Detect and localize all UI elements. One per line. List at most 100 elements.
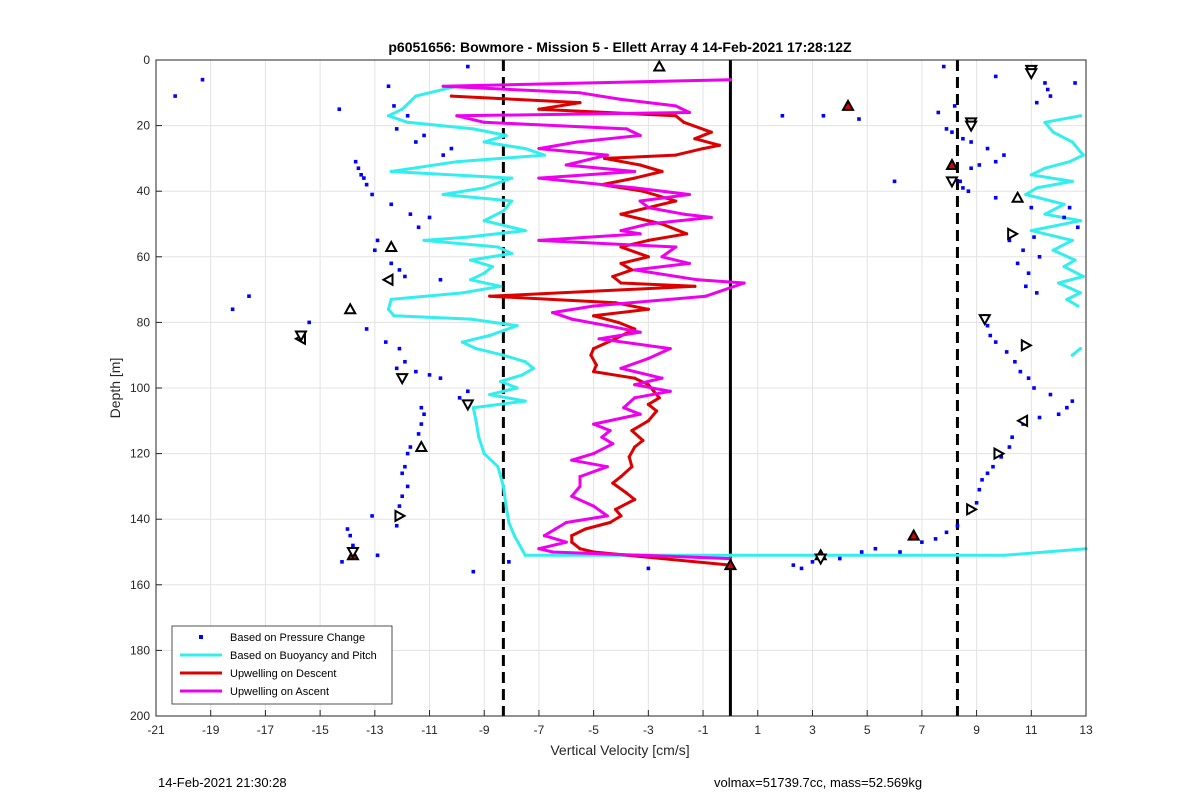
- x-tick-label: 3: [809, 723, 816, 737]
- buoyancy-line-point: [1076, 304, 1080, 308]
- buoyancy-line-point: [1070, 140, 1074, 144]
- buoyancy-line-point: [523, 146, 527, 151]
- descent-line-point: [641, 438, 645, 443]
- ascent-line-point: [668, 389, 672, 393]
- ascent-line-point: [704, 294, 708, 298]
- pressure-point: [375, 553, 380, 558]
- pressure-point: [1018, 369, 1023, 374]
- x-tick-labels: -21 -19 -17 -15 -13 -11 -9 -7 -5 -3 -1 1 3 5 7 9 11 13: [147, 723, 1093, 737]
- descent-line-point: [646, 307, 650, 311]
- ascent-line-point: [622, 406, 626, 410]
- buoyancy-line-point: [1035, 186, 1039, 190]
- buoyancy-line-point: [468, 278, 473, 282]
- pressure-point: [1037, 415, 1042, 420]
- x-tick-label: -5: [588, 723, 599, 737]
- ascent-line-point: [570, 317, 574, 321]
- buoyancy-line-point: [386, 114, 391, 118]
- pressure-points: [173, 64, 1080, 574]
- buoyancy-line-point: [474, 419, 478, 423]
- buoyancy-line-point: [389, 297, 393, 302]
- pressure-point: [353, 159, 358, 164]
- descent-line-point: [630, 429, 634, 433]
- descent-line-point: [682, 120, 686, 124]
- pressure-point: [466, 64, 470, 69]
- descent-line-point: [619, 281, 623, 285]
- buoyancy-line-point: [523, 360, 527, 364]
- pressure-point: [1048, 392, 1053, 397]
- pressure-point: [991, 464, 995, 469]
- pressure-point: [1070, 399, 1075, 403]
- ascent-line-point: [611, 442, 615, 446]
- ascent-line-point: [687, 192, 691, 197]
- buoyancy-line-point: [386, 307, 391, 311]
- buoyancy-line-point: [482, 271, 486, 275]
- buoyancy-line-point: [1070, 353, 1074, 357]
- pressure-point: [1021, 248, 1025, 253]
- pressure-point: [944, 530, 949, 535]
- buoyancy-line-point: [414, 94, 418, 98]
- ascent-line-point: [668, 347, 672, 351]
- ascent-line-point: [674, 245, 678, 249]
- pressure-point: [1048, 94, 1053, 98]
- ascent-line-point: [695, 278, 700, 282]
- legend: Based on Pressure Change Based on Buoyanc…: [171, 625, 393, 705]
- buoyancy-line-point: [471, 406, 475, 410]
- x-tick-label: -3: [643, 723, 654, 737]
- buoyancy-line-point: [728, 553, 733, 557]
- ascent-line-point: [570, 458, 574, 462]
- buoyancy-line-point: [389, 169, 393, 174]
- descent-line-point: [608, 520, 612, 525]
- x-tick-label: -21: [147, 723, 165, 737]
- triangle-marker-right: [394, 509, 407, 523]
- descent-line-point: [570, 534, 574, 538]
- descent-line-point: [613, 507, 618, 511]
- pressure-point: [400, 471, 404, 476]
- buoyancy-line-point: [501, 484, 505, 488]
- x-tick-label: 11: [1025, 723, 1038, 737]
- buoyancy-line-point: [1002, 553, 1006, 557]
- pressure-point: [993, 340, 998, 344]
- pressure-point: [955, 523, 960, 528]
- pressure-point: [403, 464, 407, 469]
- ascent-line-point: [619, 366, 623, 370]
- triangle-marker-down: [813, 553, 828, 566]
- pressure-point: [920, 540, 924, 544]
- ascent-line-point: [728, 78, 733, 82]
- x-axis-label: Vertical Velocity [cm/s]: [550, 742, 689, 758]
- pressure-point: [397, 504, 402, 508]
- pressure-point: [1034, 291, 1039, 295]
- pressure-point: [1034, 100, 1039, 105]
- pressure-point: [466, 389, 470, 394]
- pressure-point: [340, 560, 344, 564]
- triangle-marker-up: [343, 302, 357, 315]
- ascent-line-point: [742, 281, 746, 285]
- buoyancy-line-point: [523, 553, 527, 557]
- pressure-point: [977, 163, 982, 167]
- ascent-line-point: [608, 429, 612, 433]
- pressure-point: [438, 277, 443, 282]
- triangle-marker-down: [395, 373, 409, 386]
- pressure-point: [838, 556, 842, 561]
- ascent-line-point: [564, 540, 568, 544]
- pressure-point: [405, 451, 410, 456]
- ascent-line-point: [619, 228, 623, 233]
- x-tick-label: -11: [421, 723, 438, 737]
- pressure-point: [993, 159, 998, 164]
- buoyancy-line-point: [488, 333, 492, 338]
- triangle-marker-down: [964, 120, 978, 133]
- buoyancy-line-point: [504, 504, 508, 508]
- triangle-marker-right: [1020, 338, 1033, 353]
- series-lines: [386, 78, 1088, 567]
- legend-label: Upwelling on Ascent: [230, 686, 329, 698]
- pressure-point: [422, 412, 426, 417]
- triangle-marker-up: [906, 528, 921, 541]
- triangle-marker-up: [723, 558, 738, 571]
- buoyancy-line-point: [509, 199, 514, 203]
- pressure-point: [362, 176, 366, 180]
- descent-line-point: [537, 107, 541, 111]
- descent-line-point: [602, 156, 607, 160]
- triangle-marker-down: [1024, 68, 1038, 81]
- pressure-point: [345, 527, 350, 531]
- descent-line-point: [616, 320, 620, 324]
- buoyancy-line-point: [482, 186, 486, 190]
